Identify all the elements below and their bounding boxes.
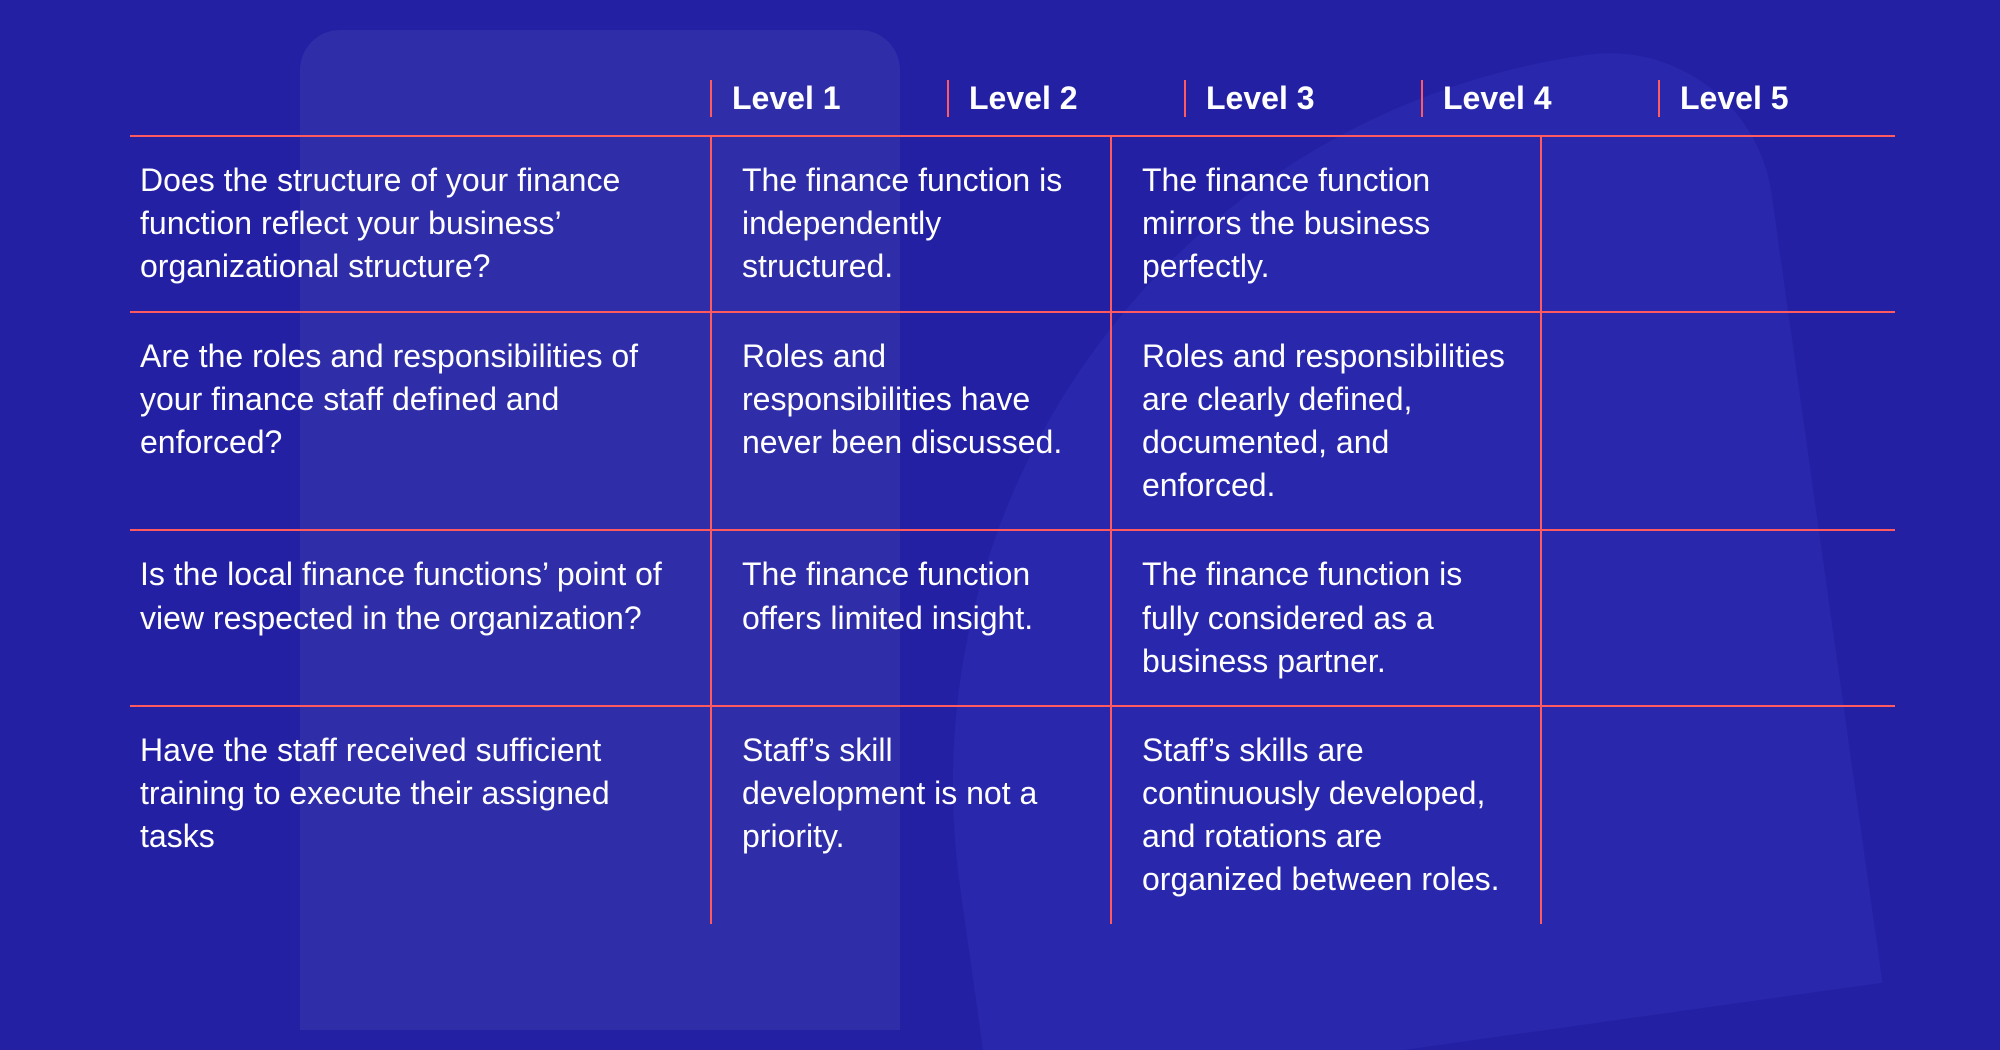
row-tail (1540, 531, 1895, 705)
low-answer-text: The finance function offers limited insi… (742, 553, 1080, 639)
table-row: Does the structure of your finance funct… (130, 137, 1895, 311)
row-tail (1540, 707, 1895, 924)
header-level-4: Level 4 (1421, 80, 1658, 117)
question-text: Is the local finance functions’ point of… (140, 553, 680, 639)
low-answer-text: Staff’s skill development is not a prior… (742, 729, 1080, 859)
header-level-1: Level 1 (710, 80, 947, 117)
row-tail (1540, 313, 1895, 530)
row-tail (1540, 137, 1895, 311)
low-answer-text: Roles and responsibilities have never be… (742, 335, 1080, 465)
low-answer-text: The finance function is independently st… (742, 159, 1080, 289)
high-answer-text: Roles and responsibilities are clearly d… (1142, 335, 1510, 508)
question-text: Does the structure of your finance funct… (140, 159, 680, 289)
table-header-row: Level 1 Level 2 Level 3 Level 4 Level 5 (130, 80, 1895, 135)
high-answer-text: Staff’s skills are continuously develope… (1142, 729, 1510, 902)
table-row: Have the staff received sufficient train… (130, 707, 1895, 924)
question-text: Have the staff received sufficient train… (140, 729, 680, 859)
header-levels: Level 1 Level 2 Level 3 Level 4 Level 5 (710, 80, 1895, 135)
table-row: Is the local finance functions’ point of… (130, 531, 1895, 705)
high-answer-text: The finance function is fully considered… (1142, 553, 1510, 683)
assessment-table: Level 1 Level 2 Level 3 Level 4 Level 5 … (130, 80, 1895, 924)
header-question-spacer (130, 80, 710, 135)
question-text: Are the roles and responsibilities of yo… (140, 335, 680, 465)
header-level-5: Level 5 (1658, 80, 1895, 117)
header-level-2: Level 2 (947, 80, 1184, 117)
table-row: Are the roles and responsibilities of yo… (130, 313, 1895, 530)
high-answer-text: The finance function mirrors the busines… (1142, 159, 1510, 289)
header-level-3: Level 3 (1184, 80, 1421, 117)
